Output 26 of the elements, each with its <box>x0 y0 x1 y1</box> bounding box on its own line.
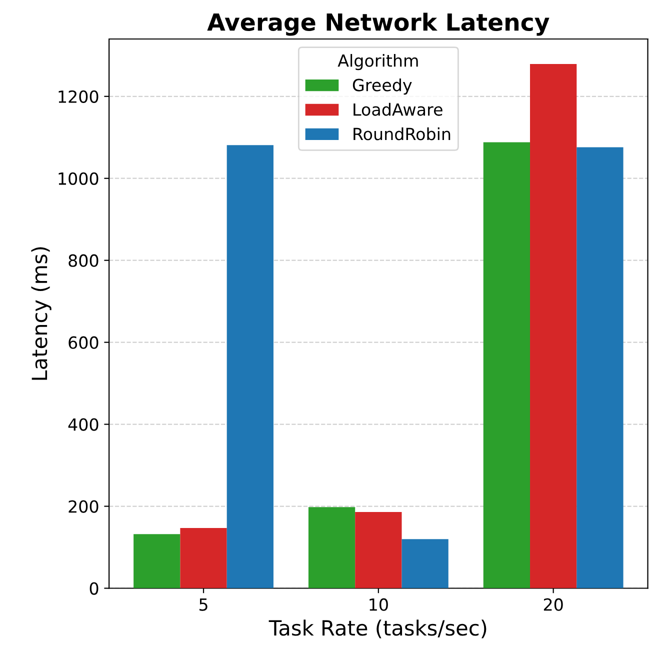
bar <box>134 534 180 588</box>
y-tick-label: 400 <box>68 418 98 431</box>
bar <box>483 142 530 588</box>
y-tick-label: 1000 <box>58 172 98 185</box>
y-tick-label: 800 <box>68 254 98 267</box>
y-tick-label: 600 <box>68 336 98 349</box>
y-tick-label: 1200 <box>58 90 98 103</box>
x-tick-label: 5 <box>200 598 208 611</box>
legend-title: Algorithm <box>338 54 418 70</box>
bar <box>226 145 274 588</box>
y-tick-label: 200 <box>68 500 98 513</box>
chart-title: Average Network Latency <box>207 12 550 36</box>
x-tick-label: 20 <box>544 598 563 611</box>
bar <box>576 147 624 588</box>
legend-label: LoadAware <box>354 102 442 116</box>
bar <box>402 539 448 588</box>
legend-label: RoundRobin <box>354 127 450 140</box>
y-tick-label: 0 <box>90 582 98 595</box>
bar <box>308 507 356 588</box>
x-axis-title: Task Rate (tasks/sec) <box>268 620 486 638</box>
legend-label: Greedy <box>352 78 412 95</box>
bar <box>530 64 577 588</box>
x-tick-label: 10 <box>370 598 388 611</box>
bar <box>355 512 402 588</box>
bar <box>180 528 227 588</box>
y-axis-title: Latency (ms) <box>31 247 52 380</box>
